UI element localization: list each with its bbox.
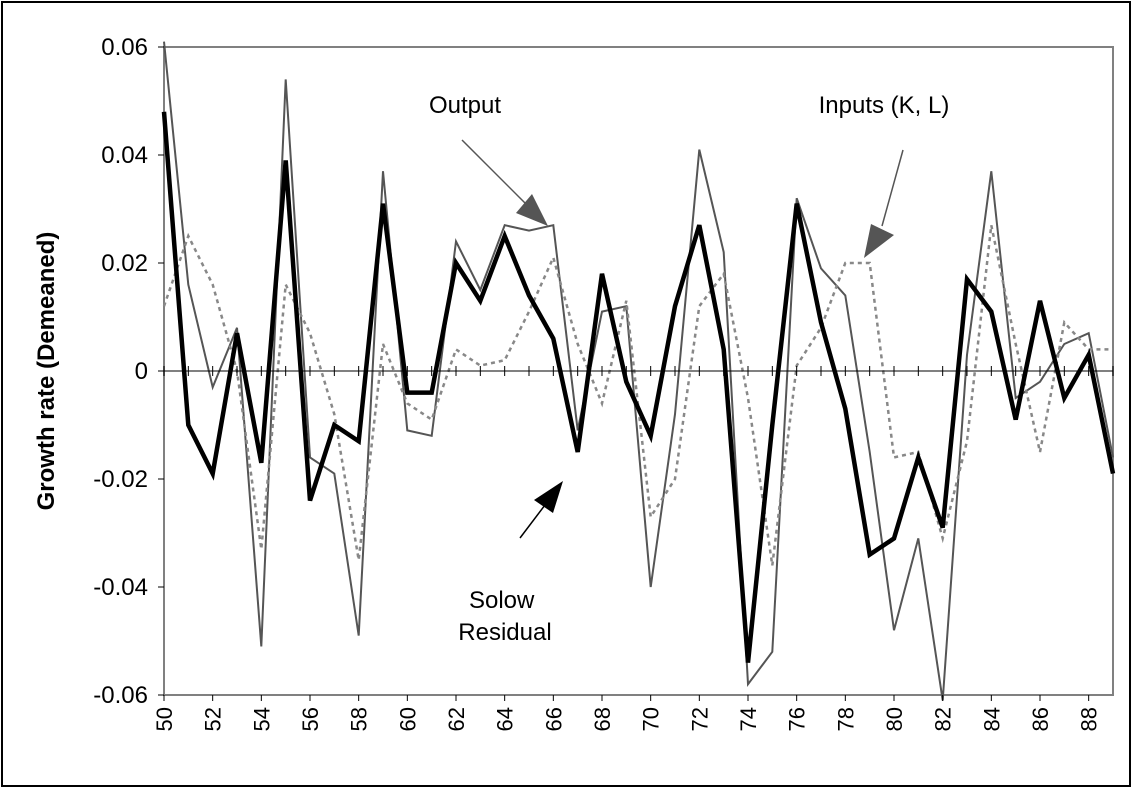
y-axis-label: Growth rate (Demeaned)	[33, 232, 60, 511]
series-layer	[161, 41, 1116, 701]
x-tick-label: 58	[347, 707, 372, 731]
output-arrow-line	[461, 139, 526, 204]
x-axis-ticks	[163, 366, 1114, 376]
x-tick-label: 78	[833, 707, 858, 731]
x-tick-label: 50	[152, 707, 177, 731]
annotation-solow-residual: Solow Residual	[458, 587, 551, 646]
x-tick-label: 56	[298, 707, 323, 731]
y-tick-label: 0	[135, 358, 148, 385]
x-tick-label: 62	[444, 707, 469, 731]
x-axis-tick-labels: 50 52 54 56 58 60 62 64 66 68 70 72 74 76 78 80 82 84 86 88	[152, 695, 1102, 731]
x-tick-label: 82	[931, 707, 956, 731]
y-tick-label: 0.02	[101, 250, 148, 277]
inputs-arrow-head	[864, 224, 894, 258]
inputs-arrow	[864, 149, 904, 258]
x-tick-label: 60	[395, 707, 420, 731]
x-tick-label: 68	[590, 707, 615, 731]
annotation-inputs: Inputs (K, L)	[819, 92, 950, 119]
series-line-inputs-k-l	[162, 224, 1113, 566]
x-tick-label: 72	[687, 707, 712, 731]
output-arrow	[461, 139, 548, 226]
x-tick-label: 66	[541, 707, 566, 731]
x-tick-label: 70	[639, 707, 664, 731]
x-tick-label: 84	[979, 707, 1004, 731]
output-arrow-head	[516, 194, 548, 226]
y-tick-label: -0.04	[93, 574, 148, 601]
x-tick-label: 76	[785, 707, 810, 731]
y-axis-tick-labels: 0.06 0.04 0.02 0 -0.02 -0.04 -0.06	[93, 34, 164, 709]
x-tick-label: 80	[882, 707, 907, 731]
y-tick-label: 0.04	[101, 142, 148, 169]
solow-residual-arrow	[519, 481, 563, 539]
x-tick-label: 54	[249, 707, 274, 731]
solow-residual-arrow-head	[534, 481, 563, 513]
y-tick-label: -0.02	[93, 466, 148, 493]
x-tick-label: 52	[201, 707, 226, 731]
y-tick-label: 0.06	[101, 34, 148, 61]
x-tick-label: 74	[736, 707, 761, 731]
series-line-solow-residual	[161, 111, 1116, 663]
solow-residual-arrow-line	[519, 504, 546, 539]
annotation-output: Output	[429, 92, 501, 119]
inputs-arrow-line	[881, 149, 904, 227]
x-tick-label: 88	[1077, 707, 1102, 731]
x-tick-label: 86	[1028, 707, 1053, 731]
y-tick-label: -0.06	[93, 682, 148, 709]
x-tick-label: 64	[493, 707, 518, 731]
